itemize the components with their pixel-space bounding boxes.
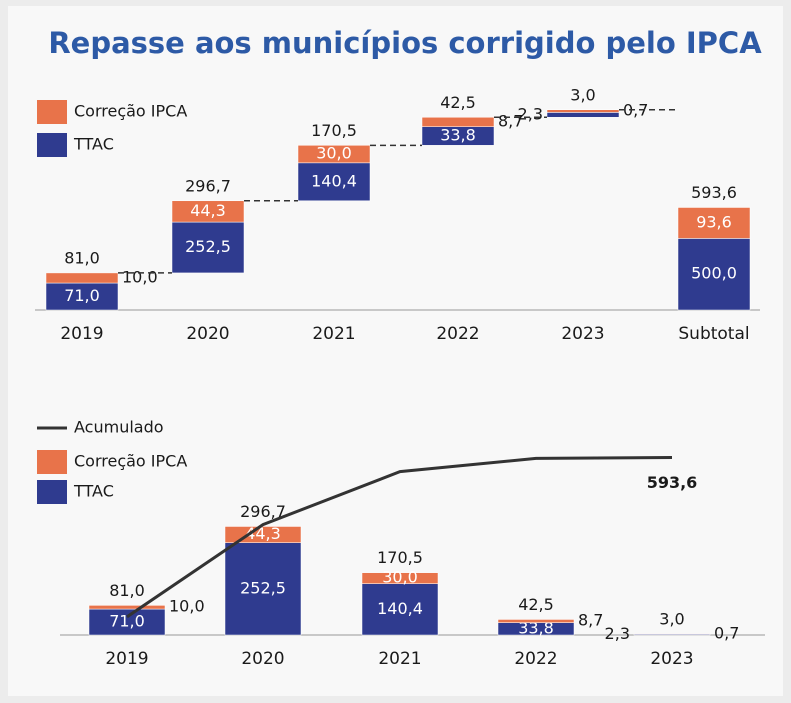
data-label: 33,8	[440, 126, 476, 145]
data-label: 2,3	[518, 104, 543, 123]
bar-segment	[224, 542, 302, 636]
x-tick-label: 2021	[378, 649, 421, 669]
data-label: 0,7	[623, 101, 648, 120]
total-label: 81,0	[109, 581, 145, 600]
bar-segment	[361, 572, 439, 584]
bar-segment	[421, 117, 495, 127]
bar-segment	[361, 583, 439, 636]
bar-segment	[88, 605, 166, 610]
bar-segment	[297, 162, 371, 202]
x-tick-label: 2019	[105, 649, 148, 669]
total-label: 593,6	[691, 183, 737, 202]
data-label: 8,7	[578, 611, 603, 630]
legend-label: TTAC	[73, 482, 114, 501]
bar-segment	[297, 145, 371, 164]
total-label: 296,7	[185, 176, 231, 195]
data-label: 10,0	[169, 597, 205, 616]
total-label: 42,5	[440, 93, 476, 112]
bar-segment	[677, 238, 751, 311]
data-label: 10,0	[122, 267, 158, 286]
data-label: 252,5	[240, 578, 286, 597]
x-tick-label: Subtotal	[678, 324, 749, 344]
bar-segment	[171, 221, 245, 274]
total-label: 296,7	[240, 502, 286, 521]
total-label: 170,5	[377, 548, 423, 567]
x-tick-label: 2023	[561, 324, 604, 344]
data-label: 0,7	[714, 624, 739, 643]
bar-segment	[88, 608, 166, 636]
total-label: 3,0	[570, 85, 595, 104]
data-label: 30,0	[382, 568, 418, 587]
legend-swatch	[37, 133, 67, 157]
legend-label: TTAC	[73, 135, 114, 154]
data-label: 93,6	[696, 212, 732, 231]
data-label: 8,7	[498, 112, 523, 131]
legend-label: Correção IPCA	[74, 452, 187, 471]
data-label: 71,0	[64, 286, 100, 305]
x-tick-label: 2022	[436, 324, 479, 344]
x-tick-label: 2019	[60, 324, 103, 344]
data-label: 140,4	[311, 171, 357, 190]
total-label: 42,5	[518, 595, 554, 614]
data-label: 30,0	[316, 144, 352, 163]
x-tick-label: 2021	[312, 324, 355, 344]
legend-swatch	[37, 450, 67, 474]
data-label: 2,3	[605, 624, 630, 643]
line-series	[126, 456, 673, 619]
data-label: 33,8	[518, 618, 554, 637]
legend-label: Acumulado	[74, 418, 164, 437]
data-label: 71,0	[109, 612, 145, 631]
legend-label: Correção IPCA	[74, 102, 187, 121]
data-label: 44,3	[190, 201, 226, 220]
legend-swatch	[37, 100, 67, 124]
bar-segment	[171, 200, 245, 223]
bar-segment	[497, 619, 575, 623]
data-label: 140,4	[377, 599, 423, 618]
x-tick-label: 2023	[650, 649, 693, 669]
bar-segment	[45, 272, 119, 284]
bar-segment	[546, 109, 620, 113]
x-tick-label: 2022	[514, 649, 557, 669]
total-label: 3,0	[659, 609, 684, 628]
data-label: 252,5	[185, 237, 231, 256]
chart-title: Repasse aos municípios corrigido pelo IP…	[48, 26, 762, 60]
legend-swatch	[37, 480, 67, 504]
bar-segment	[546, 112, 620, 118]
x-tick-label: 2020	[241, 649, 284, 669]
bar-segment	[677, 207, 751, 239]
x-tick-label: 2020	[186, 324, 229, 344]
total-label: 81,0	[64, 248, 100, 267]
end-label: 593,6	[647, 473, 698, 492]
data-label: 500,0	[691, 264, 737, 283]
total-label: 170,5	[311, 121, 357, 140]
data-label: 44,3	[245, 524, 281, 543]
bar-segment	[45, 282, 119, 311]
